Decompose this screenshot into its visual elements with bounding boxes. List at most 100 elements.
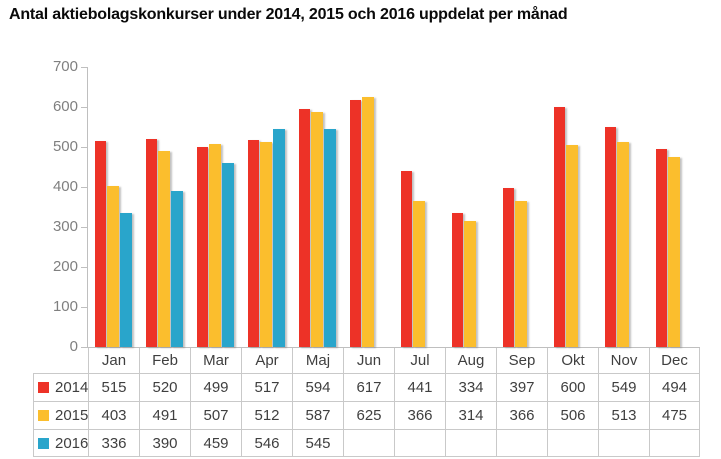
y-axis-label-600: 600: [52, 98, 78, 115]
cell-2014-maj: 594: [292, 373, 343, 401]
bar-2014-sep: [502, 188, 515, 347]
bar-2015-jun: [362, 97, 375, 347]
y-axis-label-0: 0: [69, 338, 78, 355]
cell-2015-jul: 366: [394, 401, 445, 429]
legend-label-2015: 2015: [55, 407, 88, 424]
data-table: Jan Feb Mar Apr Maj Jun Jul Aug Sep Okt Nov Dec 2014…: [33, 348, 700, 457]
cell-2015-feb: 491: [139, 401, 190, 429]
y-axis-label-200: 200: [52, 258, 78, 275]
cell-2016-dec: [649, 429, 700, 457]
bar-2014-jul: [400, 170, 413, 347]
table-header-aug: Aug: [445, 348, 496, 373]
cell-2014-dec: 494: [649, 373, 700, 401]
cell-2014-jul: 441: [394, 373, 445, 401]
bar-2014-okt: [553, 107, 566, 347]
y-axis-label-700: 700: [52, 58, 78, 75]
bar-2014-jan: [94, 141, 107, 347]
plot-area: [87, 67, 700, 348]
legend-swatch-2014: [38, 382, 49, 393]
bar-2016-jan: [119, 212, 132, 347]
bar-2014-nov: [604, 127, 617, 347]
bar-2015-apr: [260, 142, 273, 347]
bar-2016-feb: [170, 191, 183, 347]
y-axis-tick-100: [81, 307, 87, 308]
cell-2014-sep: 397: [496, 373, 547, 401]
bar-2015-maj: [311, 112, 324, 347]
cell-2016-aug: [445, 429, 496, 457]
bar-2014-dec: [655, 149, 668, 347]
y-axis-tick-700: [81, 67, 87, 68]
legend-swatch-2016: [38, 437, 49, 449]
cell-2014-aug: 334: [445, 373, 496, 401]
cell-2016-jun: [343, 429, 394, 457]
legend-cell-2016: 2016: [33, 429, 88, 457]
bar-2015-mar: [209, 144, 222, 347]
cell-2015-jun: 625: [343, 401, 394, 429]
cell-2016-maj: 545: [292, 429, 343, 457]
table-header-maj: Maj: [292, 348, 343, 373]
cell-2014-apr: 517: [241, 373, 292, 401]
legend-label-2014: 2014: [55, 379, 88, 396]
table-header-sep: Sep: [496, 348, 547, 373]
cell-2016-jan: 336: [88, 429, 139, 457]
bar-2014-aug: [451, 213, 464, 347]
y-axis-label-100: 100: [52, 298, 78, 315]
y-axis-label-300: 300: [52, 218, 78, 235]
table-header-nov: Nov: [598, 348, 649, 373]
legend-label-2016: 2016: [55, 434, 88, 452]
table-header-dec: Dec: [649, 348, 700, 373]
cell-2014-mar: 499: [190, 373, 241, 401]
bar-2014-jun: [349, 100, 362, 347]
cell-2014-jun: 617: [343, 373, 394, 401]
table-header-mar: Mar: [190, 348, 241, 373]
legend-cell-2014: 2014: [33, 373, 88, 401]
y-axis-label-500: 500: [52, 138, 78, 155]
bar-2015-aug: [464, 221, 477, 347]
cell-2016-mar: 459: [190, 429, 241, 457]
bar-2015-sep: [515, 200, 528, 347]
y-axis-tick-300: [81, 227, 87, 228]
table-header-feb: Feb: [139, 348, 190, 373]
cell-2016-feb: 390: [139, 429, 190, 457]
cell-2015-sep: 366: [496, 401, 547, 429]
cell-2014-nov: 549: [598, 373, 649, 401]
table-header-jan: Jan: [88, 348, 139, 373]
y-axis-tick-600: [81, 107, 87, 108]
y-axis-tick-500: [81, 147, 87, 148]
cell-2016-nov: [598, 429, 649, 457]
cell-2016-okt: [547, 429, 598, 457]
cell-2016-apr: 546: [241, 429, 292, 457]
bar-2016-apr: [272, 128, 285, 347]
y-axis-tick-400: [81, 187, 87, 188]
cell-2014-okt: 600: [547, 373, 598, 401]
cell-2015-apr: 512: [241, 401, 292, 429]
y-axis-tick-0: [81, 347, 87, 348]
cell-2015-dec: 475: [649, 401, 700, 429]
table-header-okt: Okt: [547, 348, 598, 373]
cell-2015-jan: 403: [88, 401, 139, 429]
cell-2015-mar: 507: [190, 401, 241, 429]
cell-2014-feb: 520: [139, 373, 190, 401]
bar-2014-maj: [298, 109, 311, 347]
bar-2015-nov: [617, 141, 630, 347]
table-header-apr: Apr: [241, 348, 292, 373]
table-header-jun: Jun: [343, 348, 394, 373]
cell-2016-sep: [496, 429, 547, 457]
y-axis-tick-200: [81, 267, 87, 268]
cell-2016-jul: [394, 429, 445, 457]
bar-2015-dec: [668, 157, 681, 347]
bar-2015-jul: [413, 200, 426, 347]
cell-2014-jan: 515: [88, 373, 139, 401]
bar-2015-jan: [107, 185, 120, 347]
bar-2014-apr: [247, 140, 260, 347]
bar-2016-maj: [323, 129, 336, 347]
y-axis-label-400: 400: [52, 178, 78, 195]
cell-2015-okt: 506: [547, 401, 598, 429]
cell-2015-aug: 314: [445, 401, 496, 429]
cell-2015-maj: 587: [292, 401, 343, 429]
bar-2015-okt: [566, 144, 579, 347]
cell-2015-nov: 513: [598, 401, 649, 429]
bar-2014-feb: [145, 139, 158, 347]
bar-2015-feb: [158, 150, 171, 347]
